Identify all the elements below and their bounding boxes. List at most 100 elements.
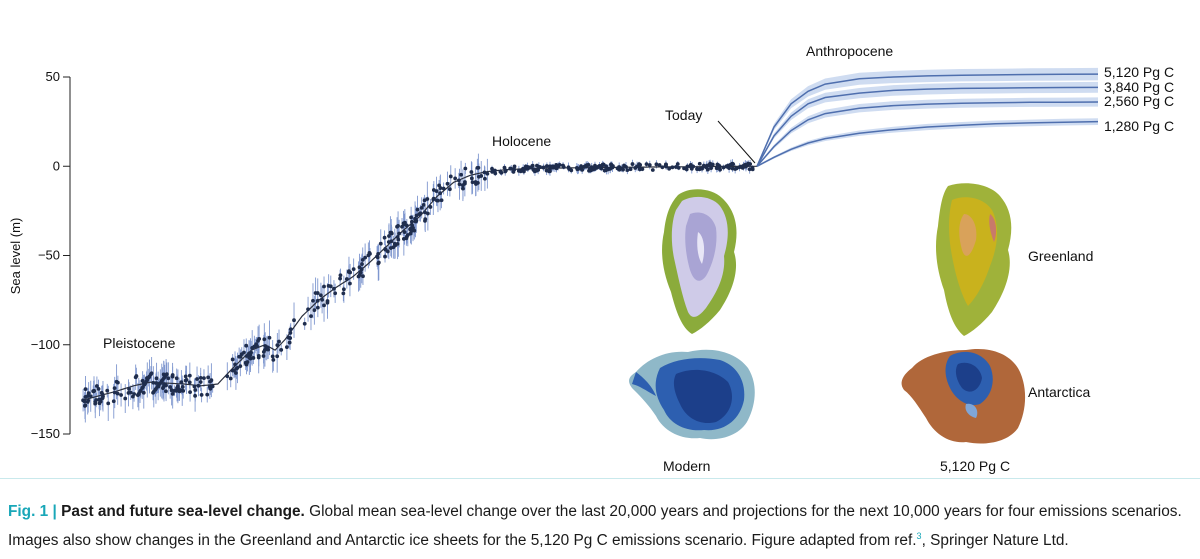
data-point xyxy=(83,403,88,408)
data-point xyxy=(243,360,248,365)
data-point xyxy=(502,165,507,170)
data-point xyxy=(396,237,401,242)
data-point xyxy=(469,170,474,174)
data-point xyxy=(387,234,391,238)
data-point xyxy=(621,167,625,172)
data-point xyxy=(88,394,93,399)
data-point xyxy=(536,167,541,172)
data-point xyxy=(233,362,237,367)
data-point xyxy=(230,357,235,362)
data-point xyxy=(151,380,156,385)
caption-divider xyxy=(0,478,1200,479)
data-point xyxy=(670,165,675,170)
data-point xyxy=(311,298,315,303)
data-point xyxy=(436,198,440,203)
data-point xyxy=(154,381,159,385)
data-point xyxy=(382,235,387,240)
data-point xyxy=(320,297,325,302)
data-point xyxy=(292,318,296,323)
data-point xyxy=(401,236,406,241)
data-point xyxy=(386,240,391,244)
data-point xyxy=(322,303,326,308)
data-point xyxy=(348,281,352,286)
data-point xyxy=(199,393,204,397)
data-point xyxy=(92,388,96,393)
data-point xyxy=(474,182,478,186)
data-point xyxy=(363,255,368,260)
data-point xyxy=(747,167,752,172)
data-point xyxy=(360,262,364,266)
projection-line xyxy=(756,120,1099,167)
data-point xyxy=(244,343,249,348)
data-point xyxy=(192,384,197,389)
data-point xyxy=(421,202,426,207)
data-point xyxy=(174,376,179,381)
y-tick-label: −100 xyxy=(31,337,60,352)
data-point xyxy=(286,335,291,340)
data-point xyxy=(544,164,549,168)
data-point xyxy=(409,219,414,224)
data-point xyxy=(208,379,212,384)
data-point xyxy=(248,356,253,361)
data-point xyxy=(195,377,199,381)
data-point xyxy=(188,390,192,395)
y-tick-label: −50 xyxy=(38,248,60,263)
data-point xyxy=(344,277,349,281)
data-point xyxy=(328,284,333,289)
data-point xyxy=(351,267,356,272)
data-point xyxy=(746,161,751,166)
data-point xyxy=(202,376,206,381)
figure-title: Past and future sea-level change. xyxy=(61,503,305,520)
data-point xyxy=(187,380,192,385)
data-point xyxy=(493,171,498,176)
data-point xyxy=(402,230,407,234)
data-point xyxy=(105,388,110,393)
data-point xyxy=(141,390,146,395)
data-point xyxy=(667,166,672,171)
data-point xyxy=(287,340,292,345)
era-label-pleistocene: Pleistocene xyxy=(103,335,176,351)
data-point xyxy=(332,286,336,291)
data-point xyxy=(550,165,554,170)
data-point xyxy=(279,348,284,352)
data-point xyxy=(170,391,175,396)
data-point xyxy=(410,223,415,228)
data-point xyxy=(378,241,383,246)
scenario-labels: 5,120 Pg C3,840 Pg C2,560 Pg C 1,280 Pg C xyxy=(1104,64,1174,134)
caption-ref-number[interactable]: 3 xyxy=(916,531,922,541)
data-point xyxy=(604,167,609,172)
data-point xyxy=(309,314,313,319)
data-point xyxy=(341,287,346,292)
data-point xyxy=(83,387,88,392)
data-point xyxy=(358,270,363,275)
data-point xyxy=(437,183,441,188)
greenland-scenario-map xyxy=(936,183,1012,336)
scenario-label: 3,840 Pg C xyxy=(1104,79,1174,95)
data-point xyxy=(483,176,487,181)
data-point xyxy=(100,395,105,400)
projection-lines xyxy=(756,73,1099,167)
data-point xyxy=(630,162,635,166)
data-point xyxy=(695,166,700,171)
era-label-holocene: Holocene xyxy=(492,133,551,149)
data-point xyxy=(257,337,262,341)
data-point xyxy=(360,257,365,262)
data-point xyxy=(338,273,343,278)
data-point xyxy=(624,164,628,169)
data-point xyxy=(448,174,453,179)
y-tick-label: −150 xyxy=(31,426,60,441)
data-point xyxy=(234,371,238,375)
data-point xyxy=(438,191,443,196)
data-point xyxy=(94,384,99,388)
data-point xyxy=(255,344,259,349)
today-pointer xyxy=(717,120,756,164)
map-label-modern: Modern xyxy=(663,458,710,474)
data-point xyxy=(541,165,546,170)
data-point xyxy=(256,353,261,358)
data-point xyxy=(164,372,169,377)
data-point xyxy=(262,337,267,342)
map-label-scenario: 5,120 Pg C xyxy=(940,458,1010,474)
map-label-greenland: Greenland xyxy=(1028,248,1093,264)
data-point xyxy=(134,374,139,378)
data-point xyxy=(180,388,185,393)
